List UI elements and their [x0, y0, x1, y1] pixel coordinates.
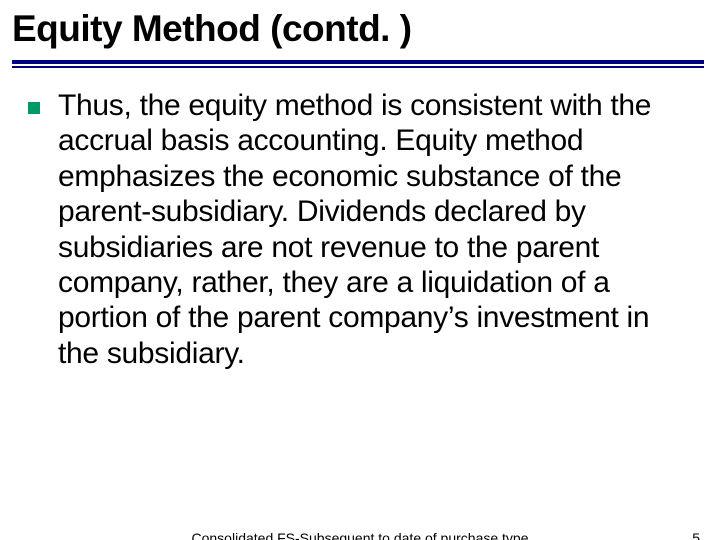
square-bullet-icon [28, 102, 40, 114]
page-number: 5 [692, 530, 700, 540]
body-area: Thus, the equity method is consistent wi… [0, 68, 720, 371]
slide-title: Equity Method (contd. ) [0, 0, 720, 50]
rule-thick [12, 60, 704, 64]
bullet-item: Thus, the equity method is consistent wi… [28, 88, 692, 371]
footer-text: Consolidated FS-Subsequent to date of pu… [192, 530, 529, 540]
title-rule [0, 50, 720, 68]
body-text: Thus, the equity method is consistent wi… [58, 88, 692, 371]
slide: Equity Method (contd. ) Thus, the equity… [0, 0, 720, 540]
